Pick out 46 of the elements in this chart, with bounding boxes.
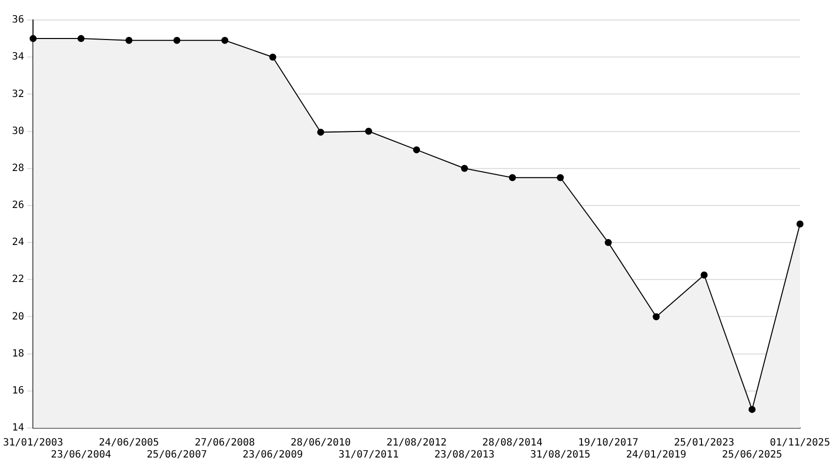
point — [508, 174, 516, 182]
y-tick-label: 30 — [12, 126, 24, 137]
point — [604, 239, 612, 246]
x-tick-label: 23/06/2004 — [50, 450, 112, 461]
point — [269, 54, 276, 61]
y-tick-label: 14 — [12, 422, 24, 434]
point — [173, 36, 180, 44]
x-tick-label: 31/01/2003 — [2, 438, 64, 449]
x-tick-label: 23/08/2013 — [434, 450, 495, 461]
point — [748, 406, 756, 413]
y-tick-label: 16 — [12, 386, 24, 397]
point — [652, 313, 660, 320]
x-tick-label: 19/10/2017 — [578, 438, 638, 449]
point — [78, 35, 85, 42]
x-tick-label: 31/07/2011 — [338, 450, 399, 461]
x-tick-label: 21/08/2012 — [386, 438, 447, 449]
y-tick-label: 26 — [12, 200, 24, 212]
x-tick-label: 24/06/2005 — [98, 438, 160, 449]
point — [125, 36, 132, 44]
x-tick-label: 25/06/2007 — [146, 450, 208, 461]
point — [221, 36, 228, 44]
point — [365, 128, 372, 135]
x-tick-label: 25/06/2025 — [722, 450, 782, 461]
point — [556, 174, 564, 182]
x-tick-label: 31/08/2015 — [530, 450, 590, 461]
point — [460, 164, 468, 172]
x-tick-label: 28/06/2010 — [290, 438, 351, 449]
x-tick-label: 25/01/2023 — [674, 438, 734, 449]
y-tick-label: 18 — [12, 348, 24, 360]
x-tick-label: 28/08/2014 — [482, 438, 543, 449]
x-tick-label: 27/06/2008 — [194, 438, 255, 449]
point — [317, 128, 324, 136]
y-tick-label: 28 — [12, 162, 24, 174]
point — [700, 272, 708, 278]
x-tick-label: 23/06/2009 — [242, 450, 303, 461]
y-tick-label: 34 — [12, 52, 24, 63]
point — [413, 146, 420, 154]
y-tick-label: 20 — [12, 311, 24, 322]
x-tick-label: 01/11/2025 — [770, 438, 830, 449]
y-tick-label: 36 — [12, 14, 24, 26]
point — [30, 35, 37, 42]
point — [796, 220, 804, 228]
y-tick-label: 22 — [12, 274, 24, 286]
y-tick-label: 24 — [12, 237, 24, 248]
y-tick-label: 32 — [12, 88, 24, 100]
x-tick-label: 24/01/2019 — [626, 450, 686, 461]
